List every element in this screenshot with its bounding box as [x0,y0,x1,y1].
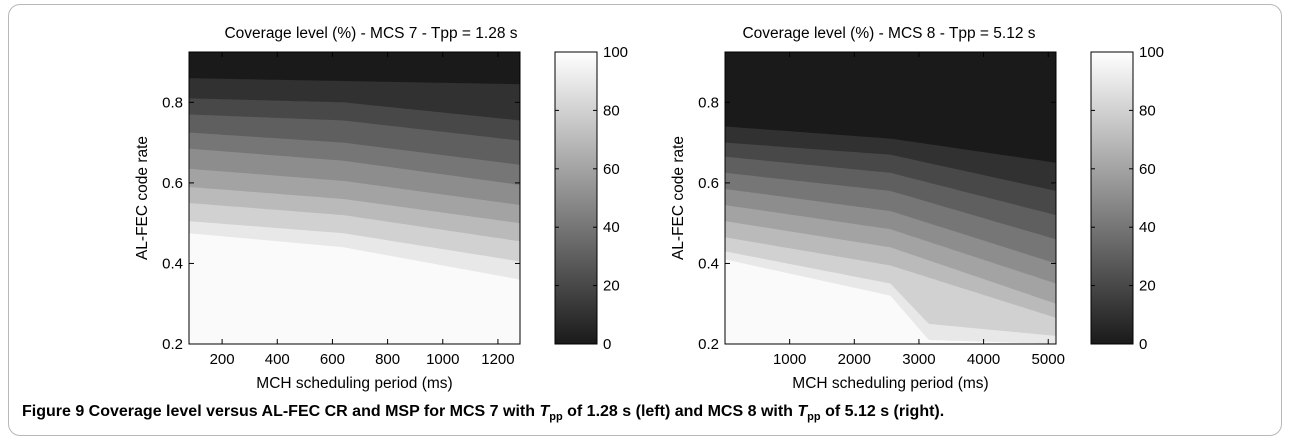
caption-middle: of 1.28 s (left) and MCS 8 with [562,403,798,420]
chart-title: Coverage level (%) - MCS 7 - Tpp = 1.28 … [224,25,517,42]
colorbar [1090,51,1134,345]
x-tick-label: 600 [320,351,345,368]
x-tick-label: 3000 [902,351,935,368]
colorbar-tick-label: 40 [603,219,620,236]
caption-suffix: of 5.12 s (right). [820,403,945,420]
y-tick-label: 0.4 [162,255,183,272]
colorbar-tick-label: 80 [1139,102,1156,119]
colorbar-tick-label: 20 [603,278,620,295]
plot-frame [188,51,521,345]
figure-frame [8,4,1282,436]
colorbar-tick-label: 60 [603,161,620,178]
caption-tpp-subscript-2: pp [807,411,821,424]
y-tick-label: 0.2 [162,336,183,353]
chart-title: Coverage level (%) - MCS 8 - Tpp = 5.12 … [742,25,1035,42]
y-tick-label: 0.6 [698,175,719,192]
x-tick-label: 400 [265,351,290,368]
figure-caption: Figure 9 Coverage level versus AL-FEC CR… [22,403,1277,423]
colorbar-tick-label: 40 [1139,219,1156,236]
caption-prefix: Figure 9 Coverage level versus AL-FEC CR… [22,403,540,420]
plot-frame [724,51,1057,345]
y-tick-label: 0.4 [698,255,719,272]
colorbar-tick-label: 0 [603,336,611,353]
colorbar-tick-label: 100 [603,44,628,61]
colorbar-tick-label: 0 [1139,336,1147,353]
y-tick-label: 0.6 [162,175,183,192]
chart-1-plot [188,51,598,345]
x-axis-label: MCH scheduling period (ms) [792,375,988,392]
y-tick-label: 0.8 [698,94,719,111]
colorbar-tick-label: 20 [1139,278,1156,295]
x-tick-label: 1200 [481,351,514,368]
chart-2-plot [724,51,1134,345]
contour-band-98 [725,259,1056,344]
x-tick-label: 200 [210,351,235,368]
x-tick-label: 800 [375,351,400,368]
x-tick-label: 2000 [838,351,871,368]
y-tick-label: 0.2 [698,336,719,353]
caption-tpp-symbol-2: T [797,403,808,420]
x-axis-label: MCH scheduling period (ms) [256,375,452,392]
colorbar-tick-label: 100 [1139,44,1164,61]
y-axis-label: AL-FEC code rate [134,136,151,260]
contour-band-98 [189,233,520,344]
colorbar [554,51,598,345]
caption-tpp-subscript: pp [549,411,563,424]
x-tick-label: 4000 [967,351,1000,368]
x-tick-label: 5000 [1032,351,1065,368]
y-axis-label: AL-FEC code rate [670,136,687,260]
caption-tpp-symbol: T [539,403,550,420]
x-tick-label: 1000 [426,351,459,368]
colorbar-tick-label: 80 [603,102,620,119]
colorbar-tick-label: 60 [1139,161,1156,178]
y-tick-label: 0.8 [162,94,183,111]
x-tick-label: 1000 [773,351,806,368]
